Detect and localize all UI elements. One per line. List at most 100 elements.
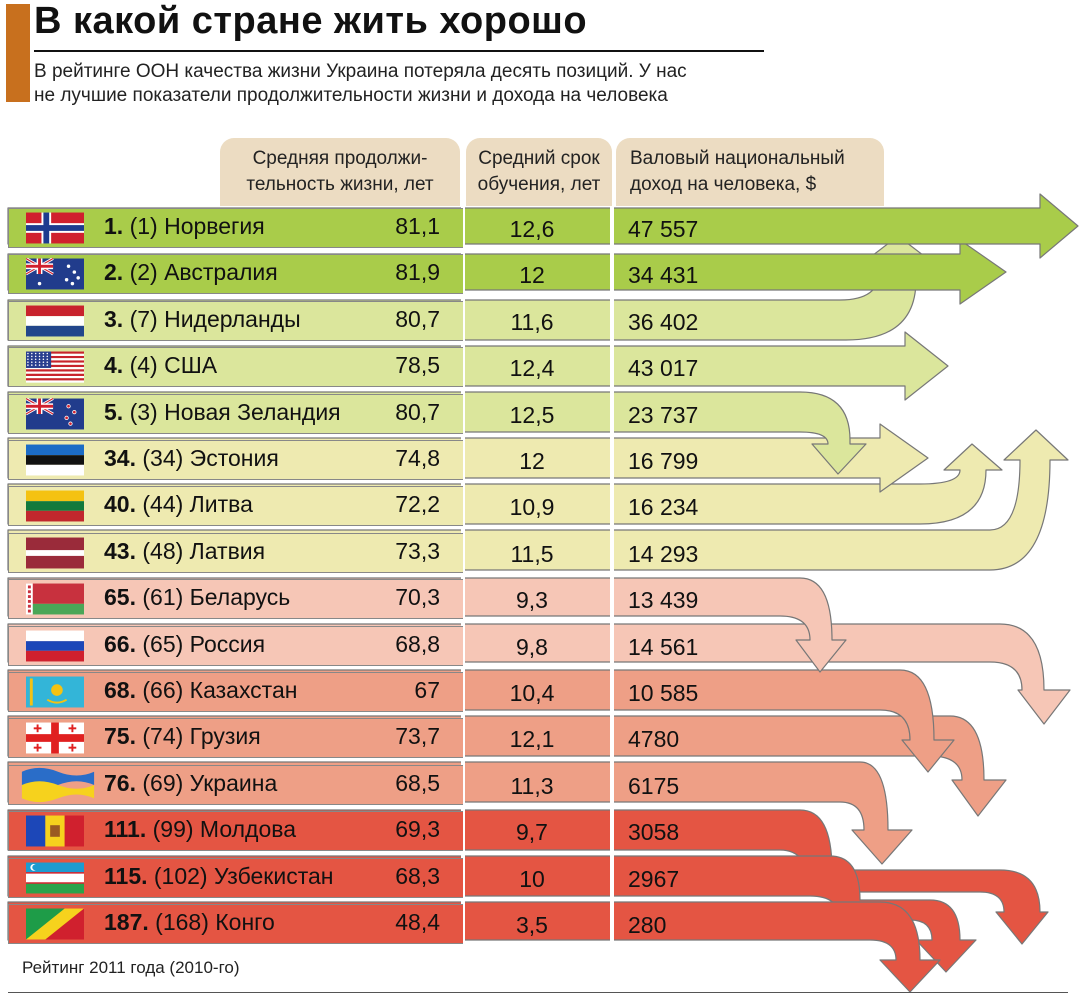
previous-rank: (74) [135, 723, 190, 750]
subtitle: В рейтинге ООН качества жизни Украина по… [34, 60, 774, 108]
georgia-flag [26, 722, 84, 754]
current-rank: 40. [104, 491, 136, 518]
country-name: 187. (168) Конго [104, 909, 275, 936]
table-row: 43. (48) Латвия 73,3 [8, 531, 463, 573]
table-row: 2. (2) Австралия 81,9 [8, 252, 463, 295]
previous-rank: (44) [135, 491, 190, 518]
current-rank: 4. [104, 352, 124, 379]
country-name: 4. (4) США [104, 352, 217, 379]
table-row: 4. (4) США 78,5 [8, 345, 463, 388]
life-expectancy-value: 73,7 [395, 723, 440, 750]
education-value: 3,5 [516, 912, 548, 938]
current-rank: 2. [104, 259, 124, 286]
education-value: 11,5 [510, 540, 554, 567]
subtitle-line-1: В рейтинге ООН качества жизни Украина по… [34, 61, 687, 82]
norway-flag [26, 212, 84, 244]
country-name: 3. (7) Нидерланды [104, 306, 301, 333]
country-name: 34. (34) Эстония [104, 445, 279, 472]
country-name: 111. (99) Молдова [104, 816, 296, 843]
country-name: 66. (65) Россия [104, 631, 265, 658]
life-expectancy-value: 80,7 [395, 305, 440, 332]
ukraine-flag [20, 765, 95, 802]
income-value: 13 439 [628, 587, 699, 614]
previous-rank: (61) [135, 584, 190, 611]
current-rank: 187. [104, 909, 149, 935]
congo-flag [26, 908, 84, 940]
education-value: 12,1 [509, 726, 555, 753]
header-education: Средний срок обучения, лет [466, 138, 612, 206]
moldova-flag [26, 815, 84, 847]
country-label: Литва [189, 491, 253, 518]
current-rank: 115. [104, 862, 148, 889]
life-expectancy-value: 68,3 [395, 862, 440, 889]
current-rank: 76. [104, 769, 136, 796]
table-row: 187. (168) Конго 48,4 [8, 902, 463, 944]
country-name: 43. (48) Латвия [104, 538, 265, 565]
income-value: 280 [628, 912, 667, 938]
income-value: 16 799 [628, 448, 699, 474]
education-value: 11,6 [510, 308, 554, 335]
header-gni-line-2: доход на человека, $ [630, 174, 817, 195]
country-label: Австралия [164, 259, 278, 286]
life-expectancy-value: 69,3 [395, 816, 440, 843]
bottom-rule [8, 992, 1068, 993]
estonia-flag [26, 444, 84, 476]
country-name: 2. (2) Австралия [104, 259, 278, 286]
header-gni-line-1: Валовый национальный [630, 148, 845, 169]
current-rank: 66. [104, 630, 136, 657]
life-expectancy-value: 70,3 [395, 584, 440, 611]
header-edu-line-1: Средний срок [478, 148, 600, 169]
previous-rank: (48) [135, 537, 190, 564]
row-band [8, 764, 463, 805]
current-rank: 5. [104, 398, 124, 425]
country-name: 40. (44) Литва [104, 491, 253, 518]
country-label: Украина [189, 769, 278, 796]
previous-rank: (1) [123, 213, 165, 239]
previous-rank: (69) [135, 769, 190, 796]
education-value: 12 [519, 448, 545, 474]
current-rank: 111. [104, 816, 147, 843]
country-label: Нидерланды [164, 305, 301, 332]
country-name: 5. (3) Новая Зеландия [104, 399, 341, 426]
lithuania-flag [26, 490, 84, 522]
uzbekistan-flag [26, 862, 84, 894]
life-expectancy-value: 73,3 [395, 537, 440, 564]
country-label: Новая Зеландия [164, 398, 341, 425]
footnote: Рейтинг 2011 года (2010-го) [22, 958, 240, 977]
education-value: 10,9 [509, 494, 555, 521]
previous-rank: (66) [135, 677, 190, 703]
latvia-flag [26, 537, 84, 569]
table-row: 40. (44) Литва 72,2 [8, 484, 463, 527]
header-life-line-2: тельность жизни, лет [246, 174, 434, 195]
previous-rank: (99) [146, 816, 200, 843]
title-rule [34, 50, 764, 52]
income-value: 2967 [628, 865, 680, 892]
russia-flag [26, 630, 84, 662]
country-name: 115. (102) Узбекистан [104, 863, 333, 890]
life-expectancy-value: 72,2 [395, 491, 440, 518]
education-value: 12,4 [509, 355, 555, 382]
education-value: 12,5 [509, 401, 555, 428]
header-income: Валовый национальный доход на человека, … [616, 138, 884, 206]
income-value: 43 017 [628, 355, 699, 382]
income-value: 4780 [628, 726, 680, 753]
table-row: 66. (65) Россия 68,8 [8, 624, 463, 666]
new-zealand-flag [25, 396, 84, 430]
table-row: 1. (1) Норвегия 81,1 [8, 206, 463, 248]
income-value: 10 585 [628, 680, 699, 706]
current-rank: 65. [104, 584, 136, 611]
page-title: В какой стране жить хорошо [34, 0, 588, 42]
previous-rank: (3) [123, 398, 165, 425]
education-value: 10,4 [509, 680, 555, 706]
country-name: 68. (66) Казахстан [104, 677, 297, 704]
education-value: 12 [519, 262, 545, 289]
current-rank: 3. [104, 305, 124, 332]
education-value: 9,8 [516, 633, 548, 660]
country-label: Норвегия [164, 213, 265, 239]
previous-rank: (4) [123, 352, 165, 379]
life-expectancy-value: 80,7 [395, 398, 440, 425]
life-expectancy-value: 78,5 [395, 352, 440, 379]
country-name: 1. (1) Норвегия [104, 213, 265, 240]
country-label: Россия [189, 630, 266, 657]
previous-rank: (168) [148, 909, 216, 935]
